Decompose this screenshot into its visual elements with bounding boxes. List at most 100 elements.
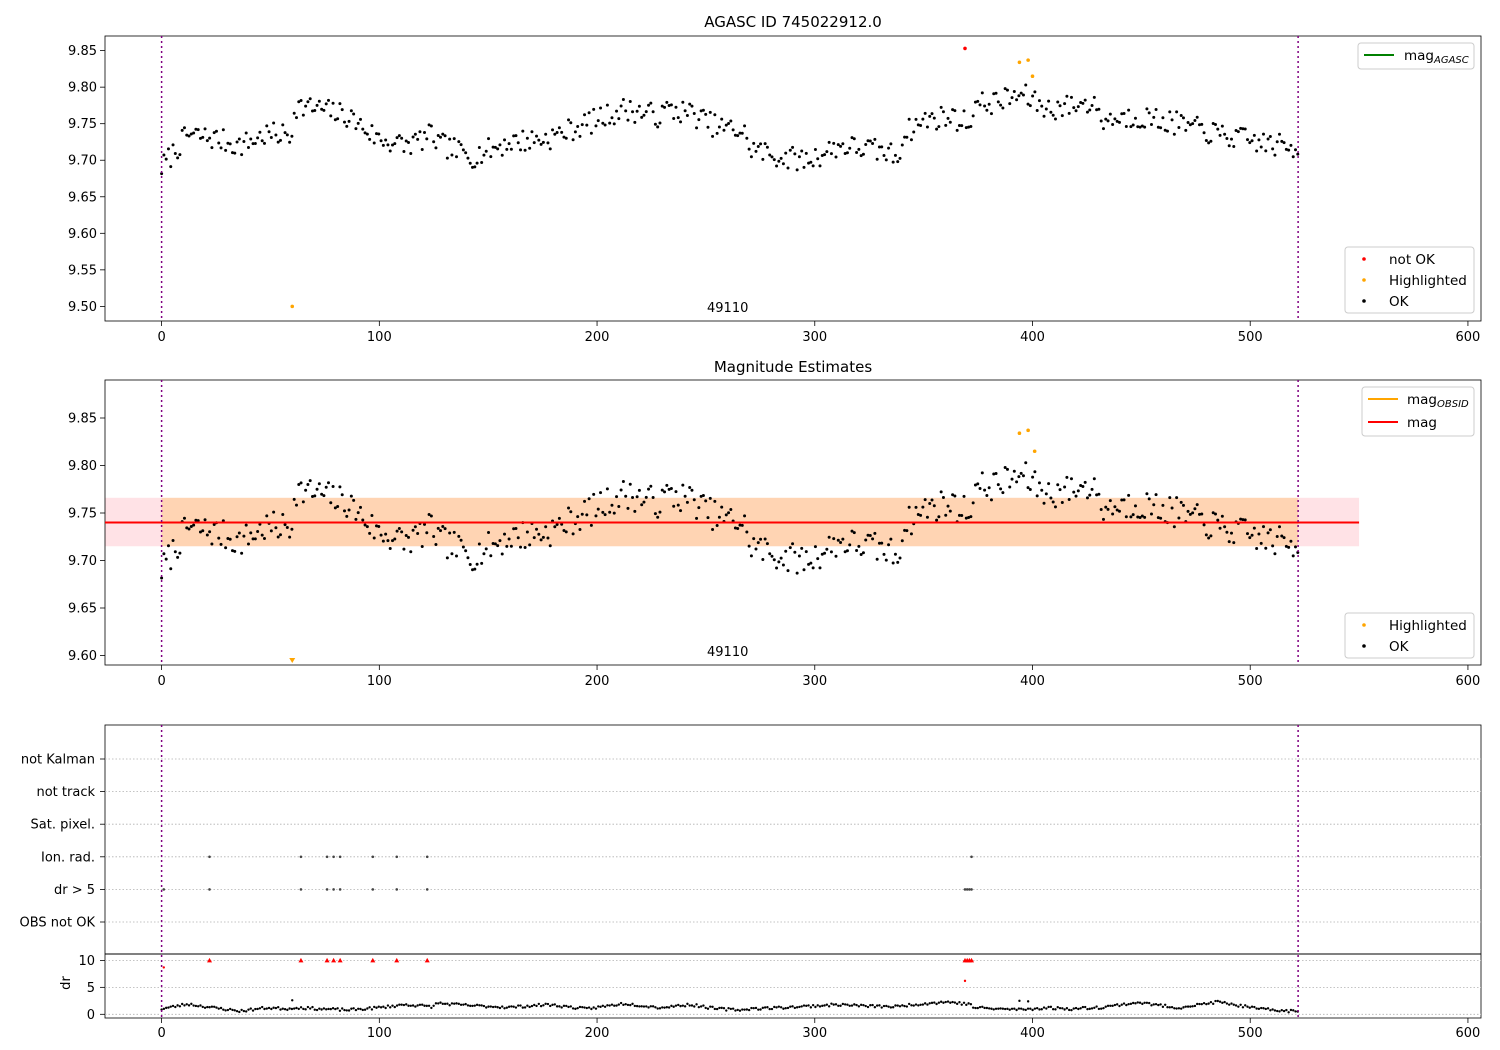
panel2-ok-point: [400, 530, 404, 534]
panel2-ok-point: [804, 550, 808, 554]
panel2-ok-point: [203, 518, 207, 522]
panel1-ok-point: [653, 122, 657, 126]
panel2-ok-point: [866, 533, 870, 537]
panel3-dr-point: [768, 1007, 771, 1011]
panel1-ok-point: [198, 136, 202, 140]
panel1-ok-point: [633, 120, 637, 124]
panel1-ok-point: [1001, 106, 1005, 110]
panel3-dr-point: [944, 1000, 947, 1004]
panel3-dr-point: [1013, 1007, 1016, 1010]
panel1-ok-point: [729, 119, 733, 123]
panel1-ok-point: [932, 116, 936, 120]
panel3-dr-point: [857, 1005, 861, 1008]
panel3-dr-point: [965, 1003, 968, 1007]
panel3-dr-point: [693, 1005, 696, 1008]
panel3-dr-point: [313, 1008, 316, 1011]
panel1-ok-point: [411, 135, 415, 139]
panel3-dr-point: [370, 1008, 374, 1011]
panel2-ok-point: [685, 500, 689, 504]
panel1-ok-point: [1056, 100, 1060, 104]
panel3-dr-point: [171, 1004, 175, 1008]
panel2-ok-point: [306, 483, 310, 487]
panel3-dr-point: [905, 1005, 909, 1008]
panel2-ok-point: [816, 557, 820, 561]
panel2-ok-point: [1090, 487, 1094, 491]
panel1-ok-point: [1083, 98, 1087, 102]
panel3-flag-point: [968, 888, 971, 891]
panel3-dr-point: [775, 1006, 778, 1009]
panel1-ok-point: [352, 112, 356, 116]
panel3-dr-point: [930, 1001, 934, 1005]
panel1-ok-point: [285, 133, 289, 137]
panel3-dr-point: [276, 1005, 280, 1009]
panel1-ok-point: [455, 155, 459, 159]
panel2-ok-point: [656, 515, 660, 519]
panel3-dr-point: [1154, 1002, 1158, 1006]
panel3-dr-extra-point: [1018, 999, 1021, 1003]
panel3-dr-point: [1010, 1007, 1014, 1010]
panel3-dr-point: [167, 1006, 170, 1009]
panel3-dr-point: [1003, 1007, 1007, 1011]
panel2-ok-point: [820, 552, 824, 556]
panel2-ok-point: [411, 528, 415, 532]
panel2-ok-point: [987, 486, 991, 490]
panel1-ok-point: [980, 91, 984, 95]
panel2-ok-point: [585, 513, 589, 517]
panel2-ok-point: [701, 494, 705, 498]
panel3-dr-point: [523, 1006, 527, 1009]
panel2-ok-point: [663, 490, 667, 494]
panel3-dr-point: [976, 1006, 979, 1010]
panel1-ok-point: [861, 152, 865, 156]
panel1-ok-point: [788, 148, 792, 152]
panel2-ok-point: [352, 498, 356, 502]
panel3-dr-point: [366, 1007, 369, 1010]
panel3-dr-point: [304, 1008, 307, 1011]
panel1-ok-point: [1069, 95, 1073, 99]
panel1-ok-point: [880, 145, 884, 149]
panel3-dr-point: [725, 1009, 728, 1012]
panel1-ok-point: [468, 161, 472, 165]
panel2-ok-point: [326, 481, 330, 485]
panel1-ok-point: [466, 156, 470, 160]
panel2-ok-point: [884, 558, 888, 562]
panel3-dr-point: [1088, 1007, 1091, 1011]
panel2-ok-point: [452, 530, 456, 534]
panel1-ok-point: [1088, 108, 1092, 112]
panel2-ok-point: [1079, 483, 1083, 487]
panel3-dr-point: [180, 1002, 184, 1006]
panel2-ok-point: [1099, 508, 1103, 512]
panel1-ok-point: [900, 143, 904, 147]
panel1-ok-point: [1284, 147, 1288, 151]
panel1-ok-point: [505, 147, 509, 151]
panel3-dr-point: [1054, 1008, 1057, 1011]
panel3-dr-point: [946, 1000, 950, 1003]
panel1-ok-point: [219, 146, 223, 150]
panel1-ok-point: [999, 103, 1003, 107]
panel3-dr-point: [1145, 1001, 1149, 1005]
panel2-ok-point: [832, 537, 836, 541]
panel1-ok-point: [354, 127, 358, 131]
panel1-ok-point: [226, 141, 230, 145]
panel2-ytick-label-1: 9.65: [68, 602, 97, 617]
panel2-ok-point: [224, 546, 228, 550]
panel3-dr-point: [359, 1007, 362, 1011]
panel3-dr-point: [1223, 1000, 1226, 1004]
panel3-dr-point: [981, 1005, 984, 1008]
panel1-ok-point: [393, 142, 397, 146]
panel1-ok-point: [1204, 138, 1208, 142]
panel3-dr-point: [1234, 1004, 1238, 1007]
panel3-dr-point: [921, 1003, 925, 1006]
panel3-dr-point: [809, 1006, 813, 1009]
panel3-flag-label-3: Ion. rad.: [41, 850, 95, 865]
panel3-dr-point: [802, 1004, 806, 1007]
panel2-ok-point: [1261, 525, 1265, 529]
panel3-xtick-label-5: 500: [1238, 1026, 1263, 1041]
panel1-ok-point: [1090, 103, 1094, 107]
panel1-ok-point: [473, 165, 477, 169]
panel3-flag-point: [395, 855, 399, 859]
panel3-dr-point: [311, 1005, 314, 1009]
panel1-ok-point: [1232, 144, 1236, 148]
panel1-ok-point: [525, 136, 529, 140]
panel1-ok-point: [256, 136, 260, 140]
panel1-ok-point: [1106, 119, 1110, 123]
